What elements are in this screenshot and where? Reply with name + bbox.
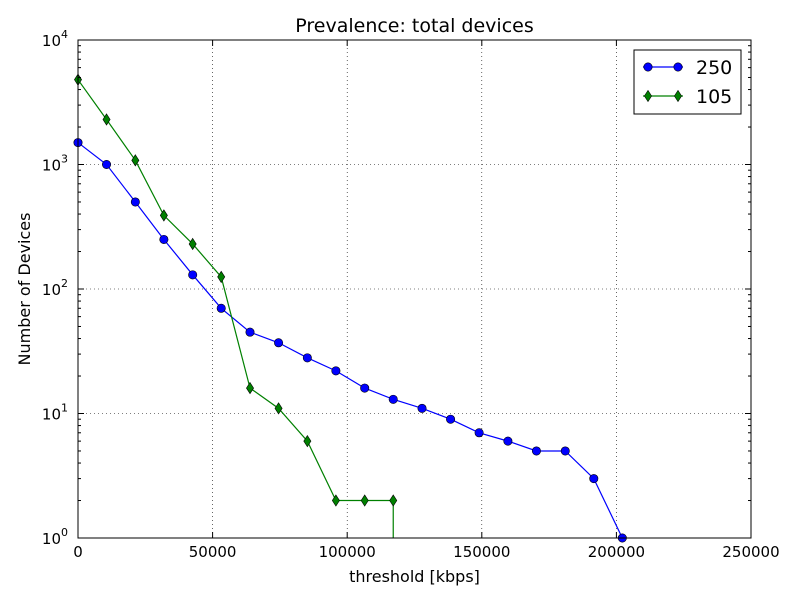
legend-marker-end [673,62,683,72]
x-tick-label: 150000 [453,543,510,561]
y-tick-exponent: 4 [61,28,68,41]
series-250 [73,138,627,543]
data-point [130,197,140,207]
y-axis-label: Number of Devices [15,213,34,366]
y-tick-exponent: 3 [61,153,68,166]
data-point [360,494,369,507]
chart-title: Prevalence: total devices [295,15,533,37]
x-tick-label: 200000 [588,543,645,561]
legend-marker-start [643,62,653,72]
data-point [159,209,168,222]
data-point [246,381,254,395]
data-point [560,446,570,456]
x-tick-label: 250000 [722,543,779,561]
legend-marker-end [674,89,682,103]
y-tick-label: 101 [42,402,68,424]
data-point [102,113,111,126]
y-tick-label: 103 [42,153,68,175]
y-tick-base: 10 [42,32,61,50]
legend-item-105: 105 [643,86,732,108]
y-tick-base: 10 [42,530,61,548]
y-tick-exponent: 1 [61,402,68,415]
data-point [131,154,140,167]
data-point [331,494,340,507]
data-point [245,327,255,337]
x-tick-label: 50000 [189,543,237,561]
x-axis-label: threshold [kbps] [349,567,480,586]
y-tick-base: 10 [42,406,61,424]
y-tick-base: 10 [42,157,61,175]
data-point [388,394,398,404]
data-point [417,403,427,413]
legend-box [633,49,742,115]
data-point [159,234,169,244]
y-tick-label: 102 [42,277,68,299]
data-point [360,383,370,393]
legend-item-250: 250 [643,57,732,79]
data-point [389,494,398,507]
y-tick-base: 10 [42,281,61,299]
data-point [216,303,226,313]
y-tick-label: 100 [42,526,68,548]
data-point [446,414,456,424]
legend-label: 105 [696,86,732,108]
series-line [77,142,623,539]
data-point [188,237,197,251]
axis-ticks: 0 50000 100000 150000 200000 2500001001011021… [42,28,780,561]
data-point [102,160,112,170]
legend-label: 250 [696,57,732,79]
data-point [531,446,541,456]
data-point [503,436,513,446]
y-tick-exponent: 0 [61,526,68,539]
series-layer [73,73,627,543]
grid-lines [78,40,751,538]
data-point [474,428,484,438]
data-point [303,434,312,448]
data-point [217,270,226,284]
x-tick-label: 0 [73,543,83,561]
data-point [331,366,341,376]
data-point [274,338,284,348]
legend-marker-start [644,89,652,103]
data-point [302,353,312,363]
y-tick-exponent: 2 [61,277,68,290]
y-tick-label: 104 [42,28,68,50]
data-point [274,402,283,415]
x-tick-label: 100000 [319,543,376,561]
data-point [589,474,599,484]
data-point [188,270,198,280]
